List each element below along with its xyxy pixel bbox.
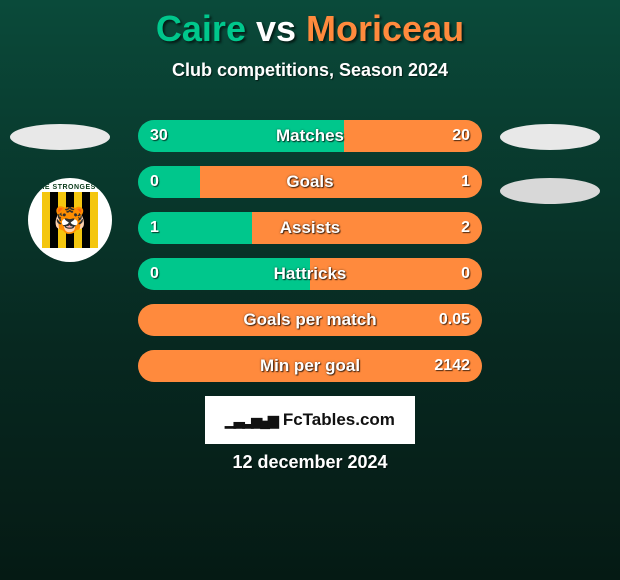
bar-label: Goals <box>138 166 482 198</box>
club-badge-text: HE STRONGEST <box>39 184 100 191</box>
bar-label: Hattricks <box>138 258 482 290</box>
tiger-icon: 🐯 <box>54 205 86 236</box>
bar-row: 00Hattricks <box>138 258 482 290</box>
avatar-left-placeholder <box>10 124 110 150</box>
club-right-placeholder <box>500 178 600 204</box>
title-left: Caire <box>156 8 246 49</box>
source-text: FcTables.com <box>283 410 395 430</box>
bar-label: Min per goal <box>138 350 482 382</box>
club-badge-left: HE STRONGEST 🐯 <box>28 178 112 262</box>
title-right: Moriceau <box>306 8 464 49</box>
footer-date: 12 december 2024 <box>0 452 620 473</box>
page-title: Caire vs Moriceau <box>0 0 620 50</box>
bar-row: 01Goals <box>138 166 482 198</box>
source-badge: ▁▃▂▅▄▆ FcTables.com <box>205 396 415 444</box>
bar-row: 12Assists <box>138 212 482 244</box>
bar-label: Assists <box>138 212 482 244</box>
bar-row: 3020Matches <box>138 120 482 152</box>
title-vs: vs <box>256 8 296 49</box>
avatar-right-placeholder <box>500 124 600 150</box>
bar-row: 0.05Goals per match <box>138 304 482 336</box>
bar-label: Matches <box>138 120 482 152</box>
subtitle: Club competitions, Season 2024 <box>0 60 620 81</box>
bar-row: 2142Min per goal <box>138 350 482 382</box>
bar-label: Goals per match <box>138 304 482 336</box>
comparison-bars: 3020Matches 01Goals 12Assists 00Hattricks 0.… <box>138 120 482 396</box>
spark-icon: ▁▃▂▅▄▆ <box>225 412 277 429</box>
